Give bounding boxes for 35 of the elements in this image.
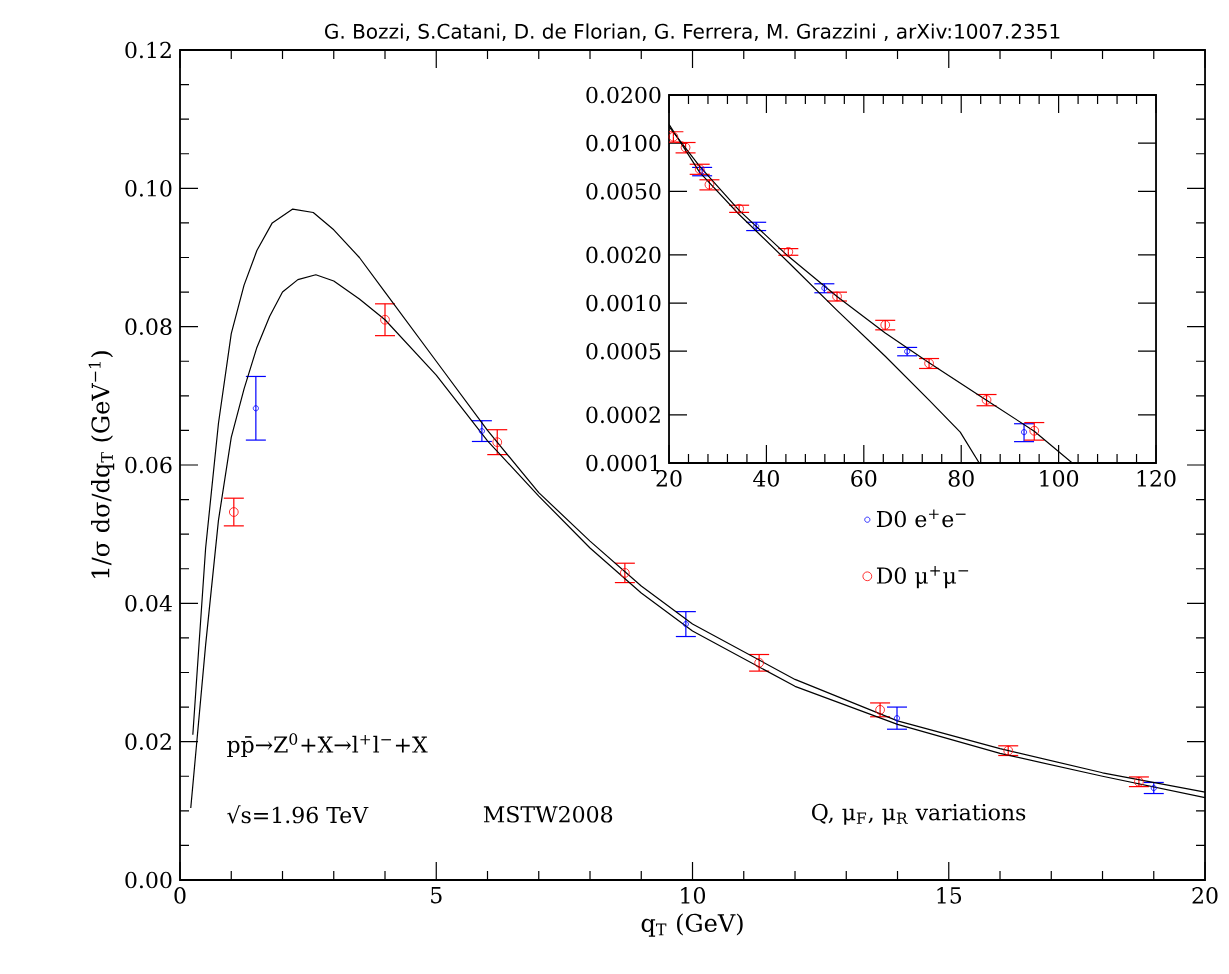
y-tick-label: 0.02 (125, 733, 171, 750)
y-tick-label: 0.0001 (586, 454, 659, 472)
annotation: MSTW2008 (483, 805, 613, 823)
y-axis-title: 1/σ dσ/dq$_{T}$ (GeV$^{−1}$) (88, 351, 115, 578)
y-tick-label: 0.12 (125, 41, 171, 59)
y-tick-label: 0.06 (125, 456, 172, 474)
x-tick-label: 10 (681, 887, 706, 904)
x-axis-title: q$_{T}$ (GeV) (641, 913, 743, 937)
y-tick-label: 0.10 (125, 180, 172, 197)
annotation: √s=1.96 TeV (227, 805, 369, 824)
x-tick-label: 20 (656, 470, 682, 487)
chart-title: G. Bozzi, S.Catani, D. de Florian, G. Ferrera, M. Grazzini , arXiv:1007.2351 (325, 23, 1060, 41)
y-tick-label: 0.0050 (586, 182, 661, 200)
x-tick-label: 15 (937, 887, 962, 904)
y-tick-label: 0.0100 (586, 134, 661, 152)
y-tick-label: 0.0200 (586, 86, 661, 104)
x-tick-label: 60 (851, 470, 877, 487)
y-tick-label: 0.0010 (586, 294, 661, 312)
y-tick-label: 0.04 (125, 595, 172, 612)
legend-label: D0 e$^{+}$e$^{−}$ (876, 509, 966, 528)
y-tick-label: 0.08 (125, 318, 172, 335)
x-tick-label: 80 (948, 470, 974, 487)
y-tick-label: 0.0020 (586, 246, 661, 264)
x-tick-label: 120 (1137, 470, 1176, 487)
y-tick-label: 0.0002 (586, 406, 660, 424)
legend-label: D0 μ$^{+}$μ$^{−}$ (876, 565, 969, 589)
y-tick-label: 0.0005 (586, 342, 661, 360)
x-tick-label: 20 (1192, 887, 1218, 904)
y-tick-label: 0.00 (125, 871, 172, 889)
x-tick-label: 100 (1040, 470, 1079, 487)
annotation: Q, μ$_{F}$, μ$_{R}$ variations (812, 803, 1026, 825)
annotation: pp̄→Z$^{0}$+X→l$^{+}$l$^{−}$+X (227, 733, 428, 758)
x-tick-label: 5 (431, 887, 442, 904)
x-tick-label: 40 (753, 470, 779, 487)
x-tick-label: 0 (174, 887, 186, 904)
